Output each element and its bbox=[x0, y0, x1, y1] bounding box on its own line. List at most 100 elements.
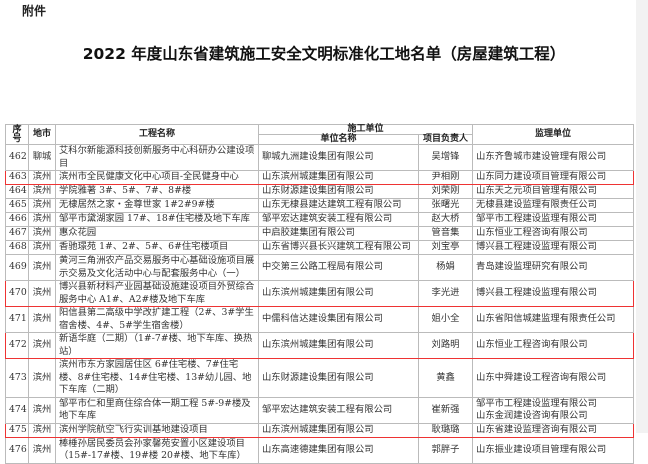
cell-city: 滨州 bbox=[28, 422, 56, 438]
cell-contractor: 山东省博兴县长兴建筑工程有限公司 bbox=[258, 240, 419, 255]
cell-project: 无棣居然之家・金尊世家 1#2#9#楼 bbox=[55, 198, 259, 213]
cell-supervisor: 山东同力建设项目管理有限公司 bbox=[472, 170, 635, 185]
table-row: 466 滨州 邹平市黛湖家园 17#、18#住宅楼及地下车库 邹平宏达建筑安装工程有限… bbox=[5, 212, 635, 227]
table-row: 476 滨州 棒棰孙居民委员会孙家馨苑安置小区建设项目（15#-17#楼、19#楼 … bbox=[5, 436, 635, 464]
cell-contractor: 山东滨州城建集团有限公司 bbox=[258, 280, 419, 307]
table-row: 474 滨州 邹平市仁和里商住综合体一期工程 5#-9#楼及地下车库 邹平宏达建筑安装… bbox=[5, 396, 635, 424]
cell-supervisor: 博兴县工程建设监理有限公司 bbox=[472, 280, 635, 307]
table-row: 470 滨州 博兴县新材料产业园基础设施建设项目外贸综合服务中心 A1#、A2#楼及… bbox=[5, 280, 635, 307]
cell-contractor: 山东财源建设集团有限公司 bbox=[258, 184, 419, 199]
cell-manager: 郭胖子 bbox=[417, 436, 474, 464]
cell-project: 滨州市全民健康文化中心项目-全民健身中心 bbox=[55, 170, 259, 185]
cell-city: 滨州 bbox=[28, 240, 56, 255]
cell-no: 466 bbox=[5, 212, 29, 227]
cell-no: 467 bbox=[5, 226, 29, 241]
cell-no: 474 bbox=[5, 396, 29, 424]
cell-no: 469 bbox=[5, 254, 29, 281]
table-row: 475 滨州 滨州学院航空飞行实训基地建设项目 山东滨州城建集团有限公司 耿璐璐 山东省建… bbox=[5, 422, 635, 438]
cell-project: 新语华庭（二期）（1#-7#楼、地下车库、换热站） bbox=[55, 332, 259, 359]
cell-project: 阳信县第二高级中学改扩建工程（2#、3#学生宿舍楼、4#、5#学生宿舍楼） bbox=[55, 306, 259, 333]
cell-city: 滨州 bbox=[28, 170, 56, 185]
table-row: 464 滨州 学院雅著 3#、5#、7#、8#楼 山东财源建设集团有限公司 刘荣刚 山东天… bbox=[5, 184, 635, 199]
cell-supervisor: 无棣县建设监理有限责任公司 bbox=[472, 198, 635, 213]
cell-project: 香驰璟苑 1#、2#、5#、6#住宅楼项目 bbox=[55, 240, 259, 255]
cell-manager: 刘宝亭 bbox=[417, 240, 474, 255]
cell-supervisor: 博兴县工程建设监理有限公司 bbox=[472, 240, 635, 255]
cell-city: 滨州 bbox=[28, 198, 56, 213]
header-city: 地市 bbox=[28, 124, 56, 145]
cell-city: 滨州 bbox=[28, 358, 56, 398]
cell-contractor: 聊城九洲建设集团有限公司 bbox=[258, 144, 419, 171]
cell-manager: 刘路明 bbox=[417, 332, 474, 359]
attachment-label: 附件 bbox=[22, 4, 47, 18]
page-edge bbox=[636, 0, 648, 433]
cell-supervisor: 山东齐鲁城市建设管理有限公司 bbox=[472, 144, 635, 171]
cell-supervisor: 邹平市工程建设监理有限公司 山东金润建设咨询有限公司 bbox=[472, 396, 635, 424]
cell-city: 聊城 bbox=[28, 144, 56, 171]
cell-manager: 黄鑫 bbox=[417, 358, 474, 398]
header-contractor-group: 施工单位 bbox=[257, 124, 474, 135]
header-no: 序号 bbox=[5, 124, 29, 145]
cell-no: 463 bbox=[5, 170, 29, 185]
cell-supervisor: 邹平市工程建设监理有限公司 bbox=[472, 212, 635, 227]
cell-city: 滨州 bbox=[28, 212, 56, 227]
cell-contractor: 中启胶建集团有限公司 bbox=[258, 226, 419, 241]
cell-manager: 管音集 bbox=[417, 226, 474, 241]
cell-contractor: 山东财源建设集团有限公司 bbox=[258, 358, 419, 398]
cell-manager: 张曙光 bbox=[417, 198, 474, 213]
cell-contractor: 邹平宏达建筑安装工程有限公司 bbox=[258, 212, 419, 227]
cell-supervisor: 山东省阳信城建监理有限责任公司 bbox=[472, 306, 635, 333]
cell-city: 滨州 bbox=[28, 436, 56, 464]
table-row: 471 滨州 阳信县第二高级中学改扩建工程（2#、3#学生宿舍楼、4#、5#学生宿舍… bbox=[5, 306, 635, 333]
header-project: 工程名称 bbox=[55, 124, 259, 145]
cell-supervisor: 青岛建设监理研究有限公司 bbox=[472, 254, 635, 281]
cell-contractor: 山东滨州城建集团有限公司 bbox=[258, 170, 419, 185]
cell-city: 滨州 bbox=[28, 332, 56, 359]
header-supervisor: 监理单位 bbox=[472, 124, 635, 145]
table-row: 465 滨州 无棣居然之家・金尊世家 1#2#9#楼 山东无棣县建达建筑工程有限公司张… bbox=[5, 198, 635, 213]
cell-city: 滨州 bbox=[28, 280, 56, 307]
cell-project: 博兴县新材料产业园基础设施建设项目外贸综合服务中心 A1#、A2#楼及地下车库 bbox=[55, 280, 259, 307]
table-row: 473 滨州 滨州市东方家园居住区 6#住宅楼、7#住宅楼、8#住宅楼、14#住宅楼… bbox=[5, 358, 635, 398]
cell-project: 惠众花园 bbox=[55, 226, 259, 241]
cell-supervisor: 山东省建设监理咨询有限公司 bbox=[472, 422, 635, 438]
cell-contractor: 山东滨州城建集团有限公司 bbox=[258, 422, 419, 438]
cell-no: 473 bbox=[5, 358, 29, 398]
cell-manager: 杨娟 bbox=[417, 254, 474, 281]
cell-project: 滨州学院航空飞行实训基地建设项目 bbox=[55, 422, 259, 438]
table-row: 468 滨州 香驰璟苑 1#、2#、5#、6#住宅楼项目 山东省博兴县长兴建筑工程有限… bbox=[5, 240, 635, 255]
cell-contractor: 中儒科信达建设集团有限公司 bbox=[258, 306, 419, 333]
cell-supervisor: 山东恒业工程咨询有限公司 bbox=[472, 226, 635, 241]
cell-no: 464 bbox=[5, 184, 29, 199]
cell-contractor: 山东高速德建集团有限公司 bbox=[258, 436, 419, 464]
document-title: 2022 年度山东省建筑施工安全文明标准化工地名单（房屋建筑工程） bbox=[82, 45, 566, 63]
cell-project: 学院雅著 3#、5#、7#、8#楼 bbox=[55, 184, 259, 199]
cell-contractor: 山东无棣县建达建筑工程有限公司 bbox=[258, 198, 419, 213]
cell-contractor: 山东滨州城建集团有限公司 bbox=[258, 332, 419, 359]
cell-no: 471 bbox=[5, 306, 29, 333]
cell-no: 470 bbox=[5, 280, 29, 307]
cell-project: 滨州市东方家园居住区 6#住宅楼、7#住宅楼、8#住宅楼、14#住宅楼、13#幼… bbox=[55, 358, 259, 398]
cell-no: 475 bbox=[5, 422, 29, 438]
header-contractor: 单位名称 bbox=[258, 134, 419, 145]
cell-contractor: 邹平宏达建筑安装工程有限公司 bbox=[258, 396, 419, 424]
cell-project: 黄河三角洲农产品交易服务中心基础设施项目展示交易及文化活动中心与配套服务中心（一… bbox=[55, 254, 259, 281]
cell-manager: 耿璐璐 bbox=[417, 422, 474, 438]
cell-supervisor: 山东振业建设项目管理有限公司 bbox=[472, 436, 635, 464]
cell-no: 472 bbox=[5, 332, 29, 359]
cell-supervisor: 山东天之元项目管理有限公司 bbox=[472, 184, 635, 199]
cell-manager: 赵大桥 bbox=[417, 212, 474, 227]
cell-no: 462 bbox=[5, 144, 29, 171]
table-row: 472 滨州 新语华庭（二期）（1#-7#楼、地下车库、换热站） 山东滨州城建集团有限… bbox=[5, 332, 635, 359]
cell-manager: 尹相刚 bbox=[417, 170, 474, 185]
cell-no: 468 bbox=[5, 240, 29, 255]
cell-city: 滨州 bbox=[28, 306, 56, 333]
cell-manager: 崔新强 bbox=[417, 396, 474, 424]
cell-city: 滨州 bbox=[28, 396, 56, 424]
cell-manager: 姐小全 bbox=[417, 306, 474, 333]
table-row: 467 滨州 惠众花园 中启胶建集团有限公司 管音集 山东恒业工程咨询有限公司 bbox=[5, 226, 635, 241]
cell-project: 棒棰孙居民委员会孙家馨苑安置小区建设项目（15#-17#楼、19#楼 20#楼、… bbox=[55, 436, 259, 464]
cell-no: 465 bbox=[5, 198, 29, 213]
cell-project: 邹平市仁和里商住综合体一期工程 5#-9#楼及地下车库 bbox=[55, 396, 259, 424]
header-manager: 项目负责人 bbox=[417, 134, 474, 145]
